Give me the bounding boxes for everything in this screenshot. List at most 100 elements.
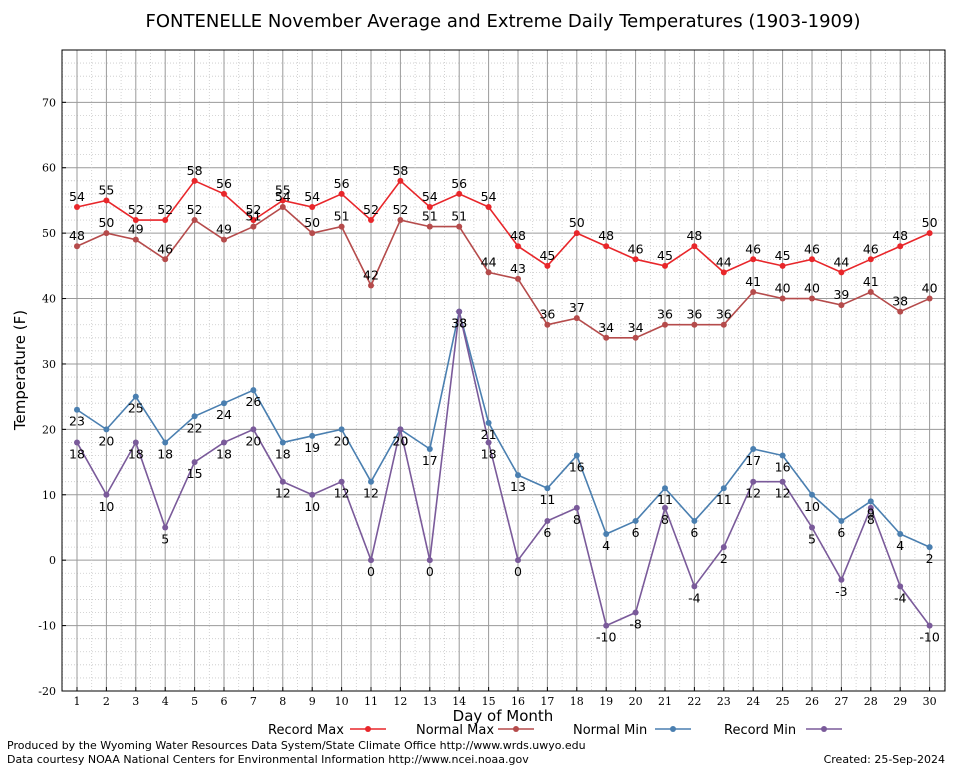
normal-max-legend-marker: [513, 726, 519, 732]
normal-max-data-label: 51: [422, 209, 438, 224]
normal-max-data-label: 44: [481, 254, 497, 269]
normal-max-legend-label: Normal Max: [416, 723, 494, 738]
record-max-data-label: 55: [275, 182, 291, 197]
record-min-point: [779, 478, 786, 485]
record-min-point: [426, 557, 433, 564]
normal-min-data-label: 38: [451, 316, 467, 331]
record-max-line: [76, 179, 930, 274]
normal-max-point: [368, 282, 374, 289]
normal-min-point: [426, 445, 433, 452]
normal-max-point: [632, 334, 639, 341]
normal-max-data-label: 36: [716, 307, 732, 322]
x-tick-label: 24: [746, 695, 760, 708]
record-max-data-label: 55: [98, 182, 114, 197]
normal-max-point: [809, 295, 815, 302]
x-tick-label: 5: [191, 695, 198, 708]
normal-min-point: [867, 498, 874, 505]
normal-max-point: [456, 223, 463, 230]
normal-min-point: [720, 485, 727, 492]
record-min-point: [74, 439, 80, 446]
y-tick-label: 0: [49, 554, 56, 567]
record-min-data-label: 18: [481, 446, 497, 461]
y-tick-label: 10: [42, 489, 56, 502]
record-max-data-label: 44: [833, 254, 849, 269]
record-max-point: [662, 262, 668, 269]
record-min-data-label: 5: [161, 531, 169, 546]
x-tick-label: 13: [423, 695, 437, 708]
normal-max-data-label: 42: [363, 267, 379, 282]
record-min-data-label: -4: [688, 590, 701, 605]
normal-max-data-label: 49: [128, 222, 144, 237]
normal-max-data-label: 52: [187, 202, 203, 217]
record-max-point: [368, 217, 374, 224]
record-max-data-label: 54: [304, 189, 320, 204]
record-max-point: [338, 190, 345, 197]
x-tick-label: 4: [162, 695, 169, 708]
record-min-data-label: 18: [216, 446, 232, 461]
normal-min-point: [632, 517, 639, 524]
footer-data-courtesy: Data courtesy NOAA National Centers for …: [7, 753, 529, 766]
normal-min-data-label: 11: [716, 492, 732, 507]
normal-min-point: [338, 426, 345, 433]
record-min-data-label: 8: [867, 512, 875, 527]
record-min-point: [632, 609, 639, 616]
normal-min-point: [74, 406, 80, 413]
x-tick-label: 3: [132, 695, 139, 708]
record-min-point: [250, 426, 257, 433]
normal-max-point: [515, 275, 521, 282]
normal-max-point: [338, 223, 345, 230]
x-tick-label: 27: [834, 695, 848, 708]
record-max-data-label: 46: [804, 241, 820, 256]
normal-min-point: [750, 445, 757, 452]
normal-min-legend-label: Normal Min: [573, 723, 647, 738]
normal-max-point: [397, 217, 404, 224]
record-min-data-label: 12: [775, 486, 791, 501]
record-max-point: [573, 230, 580, 237]
record-min-data-label: -10: [919, 630, 939, 645]
normal-max-data-label: 34: [598, 320, 614, 335]
record-min-line: [76, 311, 931, 627]
record-min-point: [691, 583, 698, 590]
normal-min-data-label: 2: [926, 551, 934, 566]
normal-max-point: [544, 321, 551, 328]
record-max-data-label: 56: [216, 176, 232, 191]
normal-max-point: [279, 203, 286, 210]
normal-min-point: [191, 413, 198, 420]
normal-min-point: [368, 478, 374, 485]
x-tick-label: 11: [364, 695, 378, 708]
record-min-point: [456, 308, 463, 315]
record-min-point: [750, 478, 757, 485]
record-min-data-label: -10: [596, 630, 616, 645]
record-min-data-label: 10: [304, 499, 320, 514]
x-tick-label: 8: [279, 695, 286, 708]
normal-min-data-label: 9: [867, 505, 875, 520]
normal-min-point: [838, 517, 845, 524]
record-max-point: [603, 243, 610, 250]
normal-max-data-label: 39: [833, 287, 849, 302]
normal-max-data-label: 40: [804, 281, 820, 296]
record-max-point: [485, 203, 492, 210]
record-min-data-label: 20: [245, 433, 261, 448]
normal-max-data-label: 50: [98, 215, 114, 230]
record-min-data-label: 8: [661, 512, 669, 527]
x-tick-label: 7: [250, 695, 257, 708]
y-tick-label: 70: [42, 96, 56, 109]
normal-max-point: [603, 334, 610, 341]
x-tick-label: 21: [658, 695, 672, 708]
record-max-point: [838, 269, 845, 276]
normal-max-data-label: 51: [334, 209, 350, 224]
record-min-data-label: 8: [573, 512, 581, 527]
record-max-data-label: 45: [657, 248, 673, 263]
record-min-data-label: 2: [720, 551, 728, 566]
normal-max-point: [897, 308, 904, 315]
normal-min-data-label: 19: [304, 440, 320, 455]
record-max-point: [162, 217, 169, 224]
x-tick-label: 30: [923, 695, 937, 708]
normal-max-data-label: 43: [510, 261, 526, 276]
normal-min-point: [515, 472, 521, 479]
normal-min-point: [926, 544, 933, 551]
record-max-legend-marker: [365, 726, 371, 732]
normal-max-data-label: 51: [245, 209, 261, 224]
